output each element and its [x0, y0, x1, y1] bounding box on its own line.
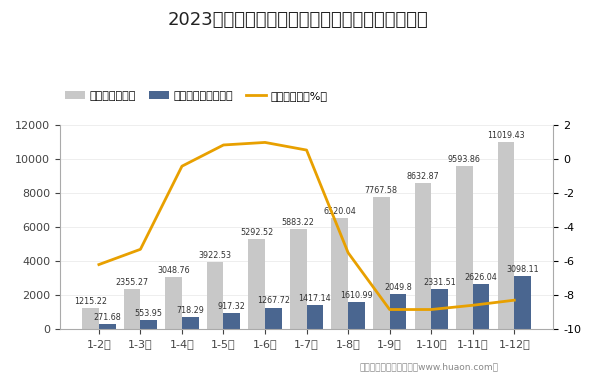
Text: 8632.87: 8632.87	[406, 171, 439, 180]
Bar	[99, 324, 116, 329]
Bar	[498, 142, 514, 329]
Bar	[415, 183, 431, 329]
Bar	[306, 305, 323, 329]
Text: 2023年江苏省房地产商品房及商品房现房销售面积: 2023年江苏省房地产商品房及商品房现房销售面积	[167, 11, 429, 29]
Text: 3922.53: 3922.53	[198, 252, 232, 261]
Bar	[165, 277, 182, 329]
Bar	[265, 308, 282, 329]
Bar	[473, 285, 489, 329]
Bar	[141, 320, 157, 329]
Bar	[390, 294, 406, 329]
Text: 2049.8: 2049.8	[384, 283, 412, 292]
Text: 制图：华经产业研究院（www.huaon.com）: 制图：华经产业研究院（www.huaon.com）	[359, 362, 499, 371]
Text: 271.68: 271.68	[94, 314, 121, 322]
Bar	[249, 239, 265, 329]
Text: 1417.14: 1417.14	[299, 294, 331, 303]
Legend: 商品房（万㎡）, 商品房现房（万㎡）, 商品房增速（%）: 商品房（万㎡）, 商品房现房（万㎡）, 商品房增速（%）	[60, 86, 333, 105]
Text: 9593.86: 9593.86	[448, 155, 481, 164]
Text: 2331.51: 2331.51	[423, 279, 456, 288]
Text: 917.32: 917.32	[218, 302, 246, 311]
Text: 1215.22: 1215.22	[74, 297, 107, 306]
Text: 6520.04: 6520.04	[324, 207, 356, 216]
Bar	[290, 229, 306, 329]
Text: 3098.11: 3098.11	[506, 266, 539, 274]
Bar	[514, 276, 531, 329]
Text: 11019.43: 11019.43	[487, 131, 524, 140]
Bar	[331, 218, 348, 329]
Text: 2626.04: 2626.04	[465, 273, 498, 282]
Text: 718.29: 718.29	[176, 306, 204, 315]
Bar	[124, 289, 141, 329]
Bar	[456, 166, 473, 329]
Bar	[182, 317, 198, 329]
Bar	[348, 302, 365, 329]
Text: 5292.52: 5292.52	[240, 228, 274, 237]
Text: 3048.76: 3048.76	[157, 266, 190, 275]
Bar	[224, 314, 240, 329]
Text: 1610.99: 1610.99	[340, 291, 372, 300]
Text: 5883.22: 5883.22	[282, 218, 315, 227]
Bar	[207, 262, 224, 329]
Bar	[431, 290, 448, 329]
Text: 7767.58: 7767.58	[365, 186, 398, 195]
Bar	[373, 197, 390, 329]
Text: 553.95: 553.95	[135, 309, 163, 318]
Text: 1267.72: 1267.72	[257, 297, 290, 306]
Text: 2355.27: 2355.27	[116, 278, 148, 287]
Bar	[82, 308, 99, 329]
